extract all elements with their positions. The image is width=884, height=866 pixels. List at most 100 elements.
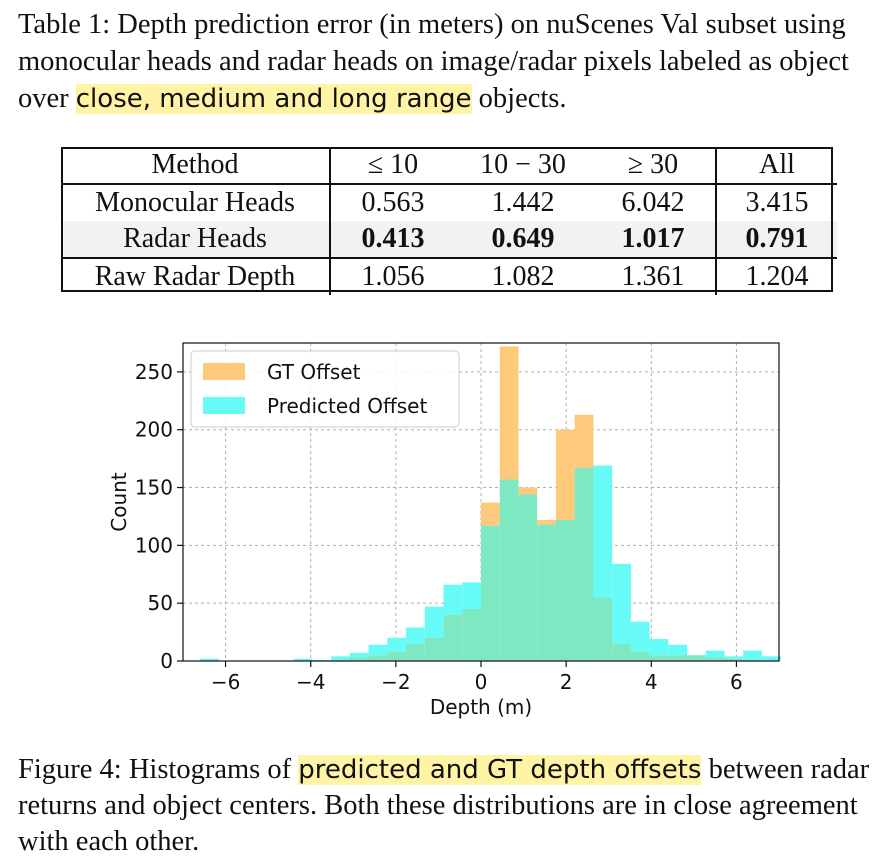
histogram-bars: [200, 346, 781, 661]
x-tick-label: 6: [730, 670, 743, 694]
histogram-bar-predicted: [443, 584, 463, 615]
legend-swatch-gt: [203, 363, 245, 380]
histogram-bar-predicted: [743, 650, 762, 660]
table-header-row: Method ≤ 10 10 − 30 ≥ 30 All: [61, 147, 837, 185]
value-cell: 3.415: [745, 187, 809, 218]
figure-caption-highlight: predicted and GT depth offsets: [298, 755, 702, 785]
histogram-bar-predicted: [705, 650, 725, 658]
histogram-bar-overlap: [724, 658, 744, 661]
x-tick-label: 0: [475, 670, 488, 694]
histogram-bar-predicted: [593, 465, 613, 598]
histogram-bar-overlap: [406, 643, 425, 661]
x-axis-label: Depth (m): [430, 695, 532, 719]
histogram-bar-predicted: [349, 652, 369, 658]
histogram-bar-gt: [481, 502, 500, 526]
histogram-bar-predicted: [331, 656, 350, 660]
histogram-bar-predicted: [761, 656, 781, 661]
legend-swatch-predicted: [203, 397, 245, 414]
histogram-bar-overlap: [630, 651, 650, 661]
histogram-bar-overlap: [612, 643, 631, 661]
histogram-bar-gt: [574, 414, 594, 468]
histogram-bar-predicted: [424, 606, 444, 638]
y-tick-label: 150: [135, 476, 173, 500]
method-cell: Radar Heads: [61, 221, 331, 258]
header-medium: 10 − 30: [455, 147, 591, 185]
histogram-bar-predicted: [387, 637, 407, 652]
value-cell: 1.361: [591, 257, 717, 295]
histogram-bar-overlap: [668, 655, 688, 661]
x-tick-label: −6: [211, 670, 240, 694]
value-cell-best: 0.413: [330, 221, 455, 258]
histogram-bar-predicted: [200, 658, 219, 661]
histogram-bar-predicted: [612, 563, 631, 644]
table-caption-highlight: close, medium and long range: [75, 84, 472, 114]
histogram-bar-predicted: [630, 621, 650, 652]
header-method: Method: [61, 147, 331, 185]
value-cell-best: 1.017: [591, 221, 717, 258]
value-cell: 1.082: [455, 257, 591, 295]
histogram-bar-overlap: [368, 655, 388, 661]
histogram-bar-overlap: [555, 519, 575, 661]
table-row: Radar Heads 0.413 0.649 1.017 0.791: [61, 221, 837, 258]
figure-caption-end: between radar returns and object centers…: [18, 754, 870, 857]
legend-label-predicted: Predicted Offset: [267, 394, 427, 418]
histogram-bar-gt: [555, 429, 575, 520]
histogram-bar-overlap: [462, 608, 481, 661]
histogram-bar-gt: [537, 519, 556, 525]
y-tick-label: 250: [135, 360, 173, 384]
histogram-bar-predicted: [668, 644, 688, 656]
histogram-bar-predicted: [368, 644, 388, 656]
table-row: Monocular Heads 0.563 1.442 6.042 3.415: [61, 184, 837, 221]
histogram-bar-predicted: [462, 582, 481, 609]
histogram-bar-overlap: [705, 657, 725, 661]
x-tick-label: 4: [645, 670, 658, 694]
x-tick-label: −4: [296, 670, 325, 694]
method-cell: Monocular Heads: [61, 184, 331, 221]
header-close: ≤ 10: [330, 147, 455, 185]
value-cell: 1.056: [330, 257, 455, 295]
y-tick-label: 100: [135, 533, 173, 557]
table-caption: Table 1: Depth prediction error (in mete…: [18, 6, 878, 118]
figure-caption-text: Figure 4: Histograms of: [18, 754, 299, 785]
legend-frame: [190, 350, 460, 428]
y-tick-label: 0: [160, 649, 173, 673]
depth-offset-histogram: −6 −4 −2 0 2 4 6 0 50 100 150 200 250 Depth (m) Coun…: [107, 342, 781, 719]
histogram-bar-overlap: [537, 524, 556, 661]
histogram-bar-overlap: [649, 655, 669, 661]
table-row: Raw Radar Depth 1.056 1.082 1.361 1.204: [61, 257, 837, 295]
header-all: All: [716, 147, 837, 185]
histogram-bar-overlap: [443, 614, 463, 661]
histogram-bar-overlap: [349, 657, 369, 661]
value-cell: 1.204: [716, 257, 837, 295]
histogram-bar-overlap: [593, 597, 613, 661]
y-axis-label: Count: [107, 472, 131, 532]
y-tick-label: 50: [148, 591, 173, 615]
x-tick-label: −2: [381, 670, 410, 694]
histogram-bar-predicted: [293, 658, 313, 661]
header-long: ≥ 30: [591, 147, 717, 185]
histogram-bar-overlap: [574, 467, 594, 661]
value-cell: 0.563: [361, 187, 425, 218]
histogram-bar-overlap: [481, 525, 500, 661]
value-cell-best: 0.649: [455, 221, 591, 258]
table-caption-end: objects.: [471, 83, 567, 114]
axis-ticks: −6 −4 −2 0 2 4 6 0 50 100 150 200 250: [135, 360, 743, 694]
y-tick-label: 200: [135, 418, 173, 442]
value-cell: 6.042: [591, 184, 717, 221]
method-cell: Raw Radar Depth: [61, 257, 331, 295]
figure-caption: Figure 4: Histograms of predicted and GT…: [18, 752, 878, 860]
results-table: Method ≤ 10 10 − 30 ≥ 30 All Monocular H…: [61, 147, 837, 295]
histogram-bar-overlap: [387, 651, 407, 661]
chart-legend: GT Offset Predicted Offset: [190, 350, 460, 428]
x-tick-label: 2: [560, 670, 573, 694]
histogram-bar-predicted: [724, 656, 744, 659]
histogram-bar-overlap: [687, 655, 706, 661]
legend-label-gt: GT Offset: [267, 360, 361, 384]
histogram-bar-gt: [499, 346, 519, 480]
value-cell: 1.442: [491, 187, 555, 218]
histogram-bar-overlap: [424, 637, 444, 661]
histogram-bar-gt: [518, 487, 538, 495]
histogram-bar-overlap: [518, 494, 538, 661]
table-caption-text: Table 1: Depth prediction error (in mete…: [18, 9, 849, 114]
histogram-bar-predicted: [649, 639, 669, 656]
